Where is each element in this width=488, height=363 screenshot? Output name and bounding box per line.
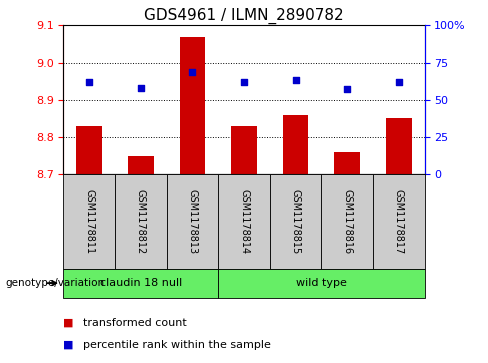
- Bar: [218, 269, 425, 298]
- Bar: [63, 269, 218, 298]
- Text: GSM1178817: GSM1178817: [394, 189, 404, 254]
- Point: [395, 79, 403, 85]
- Text: GSM1178812: GSM1178812: [136, 189, 146, 254]
- Point: [85, 79, 93, 85]
- Bar: [166, 174, 218, 269]
- Text: genotype/variation: genotype/variation: [5, 278, 104, 288]
- Text: GSM1178814: GSM1178814: [239, 189, 249, 254]
- Bar: [76, 126, 102, 174]
- Bar: [218, 174, 270, 269]
- Text: transformed count: transformed count: [83, 318, 187, 328]
- Text: ■: ■: [63, 340, 74, 350]
- Text: GSM1178811: GSM1178811: [84, 189, 94, 254]
- Point: [240, 79, 248, 85]
- Bar: [386, 118, 412, 174]
- Bar: [115, 174, 166, 269]
- Text: GSM1178815: GSM1178815: [290, 189, 301, 254]
- Text: claudin 18 null: claudin 18 null: [100, 278, 182, 288]
- Bar: [283, 115, 308, 174]
- Bar: [180, 37, 205, 174]
- Bar: [334, 152, 360, 174]
- Point: [137, 85, 145, 91]
- Text: GSM1178813: GSM1178813: [187, 189, 198, 254]
- Text: wild type: wild type: [296, 278, 347, 288]
- Bar: [270, 174, 322, 269]
- Bar: [322, 174, 373, 269]
- Bar: [373, 174, 425, 269]
- Point: [343, 86, 351, 92]
- Text: percentile rank within the sample: percentile rank within the sample: [83, 340, 271, 350]
- Text: GSM1178816: GSM1178816: [342, 189, 352, 254]
- Point: [292, 78, 300, 83]
- Title: GDS4961 / ILMN_2890782: GDS4961 / ILMN_2890782: [144, 8, 344, 24]
- Text: ■: ■: [63, 318, 74, 328]
- Bar: [128, 156, 154, 174]
- Bar: [231, 126, 257, 174]
- Bar: [63, 174, 115, 269]
- Point: [188, 69, 196, 74]
